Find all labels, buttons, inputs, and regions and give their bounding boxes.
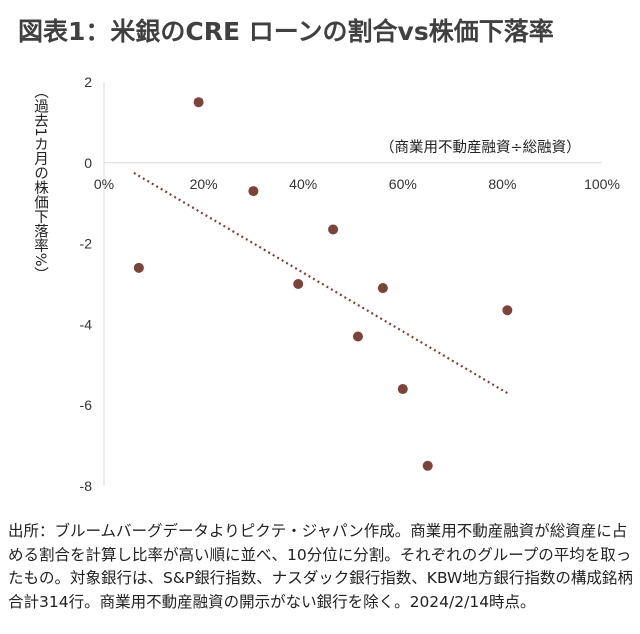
data-points — [133, 97, 513, 471]
data-point — [133, 262, 144, 273]
x-tick-label: 100% — [584, 176, 620, 192]
data-point — [248, 186, 259, 197]
x-tick-label: 0% — [94, 176, 114, 192]
data-point — [328, 224, 339, 235]
data-point — [377, 283, 388, 294]
data-point — [422, 460, 433, 471]
trendline-layer — [133, 171, 508, 395]
axes — [103, 82, 602, 486]
x-tick-label: 80% — [488, 176, 516, 192]
tick-labels: 2 0 -2 -4 -6 -8 0% 20% 40% 60% 80% 100% — [80, 74, 620, 494]
y-tick-label: 2 — [84, 74, 92, 90]
data-point — [502, 305, 513, 316]
data-point — [193, 97, 204, 108]
source-note: 出所：ブルームバーグデータよりピクテ・ジャパン作成。商業用不動産融資が総資産に占… — [8, 522, 633, 611]
y-tick-label: -8 — [80, 478, 93, 494]
data-point — [397, 384, 408, 395]
chart-title: 図表1：米銀のCRE ローンの割合vs株価下落率 — [18, 17, 554, 46]
data-point — [352, 331, 363, 342]
x-axis-label: （商業用不動産融資÷総融資） — [380, 140, 581, 156]
y-tick-label: -4 — [80, 316, 93, 332]
trendline — [133, 171, 508, 395]
x-tick-label: 40% — [289, 176, 317, 192]
y-tick-label: -6 — [80, 397, 93, 413]
y-tick-label: 0 — [84, 155, 92, 171]
x-tick-label: 60% — [389, 176, 417, 192]
data-point — [293, 279, 304, 289]
y-tick-label: -2 — [80, 236, 93, 252]
y-axis-label: （過去1カ月の株価下落率%） — [32, 84, 48, 282]
x-tick-label: 20% — [190, 176, 218, 192]
